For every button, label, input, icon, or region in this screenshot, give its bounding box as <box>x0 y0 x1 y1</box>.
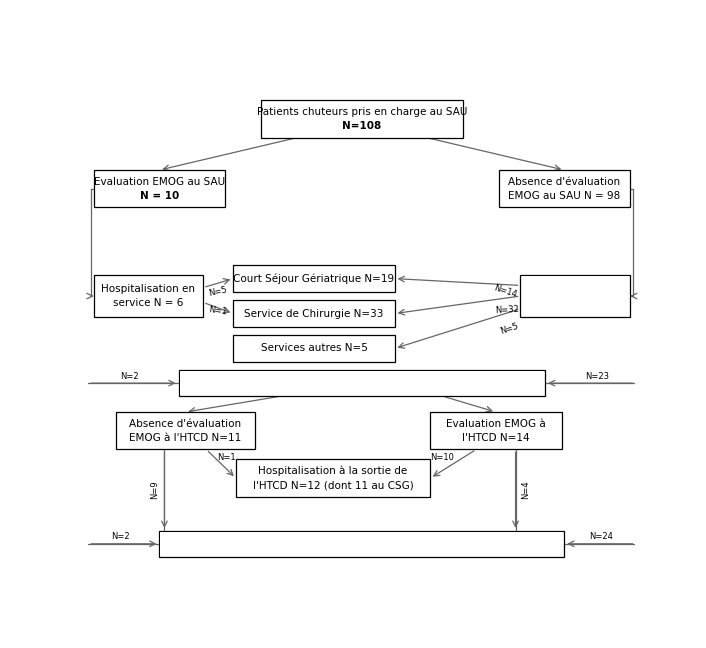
Text: N=39: N=39 <box>361 538 396 549</box>
Text: N=108: N=108 <box>342 121 381 131</box>
Text: N=32: N=32 <box>495 305 519 315</box>
Text: Hospitalisation en: Hospitalisation en <box>528 284 622 294</box>
Text: N=5: N=5 <box>498 321 519 336</box>
FancyBboxPatch shape <box>430 412 561 450</box>
Text: EMOG au SAU N = 98: EMOG au SAU N = 98 <box>508 191 621 201</box>
Text: HTCD: HTCD <box>328 378 361 388</box>
Text: RAD N=39: RAD N=39 <box>333 538 391 549</box>
Text: Services autres N=5: Services autres N=5 <box>261 343 367 353</box>
Text: N=23: N=23 <box>585 372 609 381</box>
Text: N=5: N=5 <box>208 285 228 297</box>
Text: Service de Chirurgie N=33: Service de Chirurgie N=33 <box>244 308 383 319</box>
FancyBboxPatch shape <box>236 459 430 497</box>
Text: N = 51: N = 51 <box>528 298 622 308</box>
FancyBboxPatch shape <box>520 275 630 318</box>
Text: Evaluation EMOG à: Evaluation EMOG à <box>446 419 546 429</box>
Text: N=1: N=1 <box>217 453 236 462</box>
Text: service N = 51: service N = 51 <box>537 298 614 308</box>
Text: EMOG à l'HTCD N=11: EMOG à l'HTCD N=11 <box>129 433 241 443</box>
FancyBboxPatch shape <box>179 371 544 395</box>
Text: Hospitalisation en: Hospitalisation en <box>102 284 196 294</box>
Text: N=2: N=2 <box>111 532 129 541</box>
FancyBboxPatch shape <box>94 170 225 207</box>
FancyBboxPatch shape <box>179 370 545 396</box>
FancyBboxPatch shape <box>233 300 395 327</box>
Text: l'HTCD N=14: l'HTCD N=14 <box>462 433 530 443</box>
Text: Absence d'évaluation: Absence d'évaluation <box>508 177 621 187</box>
Text: N = 10: N = 10 <box>140 191 179 201</box>
FancyBboxPatch shape <box>94 275 203 318</box>
Text: N=24: N=24 <box>590 532 614 541</box>
Text: N=10: N=10 <box>431 453 454 462</box>
Text: N=1: N=1 <box>208 305 228 316</box>
FancyBboxPatch shape <box>116 412 255 450</box>
Text: RAD: RAD <box>335 538 361 549</box>
Text: Court Séjour Gériatrique N=19: Court Séjour Gériatrique N=19 <box>234 273 395 284</box>
Text: Hospitalisation à la sortie de: Hospitalisation à la sortie de <box>258 466 408 476</box>
Text: service N = 51: service N = 51 <box>537 298 614 308</box>
FancyBboxPatch shape <box>233 335 395 362</box>
Text: Patients chuteurs pris en charge au SAU: Patients chuteurs pris en charge au SAU <box>257 107 467 117</box>
FancyBboxPatch shape <box>522 276 629 316</box>
Text: N=14: N=14 <box>492 283 518 299</box>
Text: Hospitalisation en: Hospitalisation en <box>528 284 622 294</box>
Text: N=4: N=4 <box>521 481 530 500</box>
Text: N=9: N=9 <box>150 481 159 500</box>
Text: service N = 6: service N = 6 <box>113 298 184 308</box>
FancyBboxPatch shape <box>233 265 395 292</box>
FancyBboxPatch shape <box>261 100 463 137</box>
FancyBboxPatch shape <box>160 532 563 556</box>
Text: Evaluation EMOG au SAU: Evaluation EMOG au SAU <box>94 177 225 187</box>
Text: HTCD N= 25: HTCD N= 25 <box>327 378 397 388</box>
FancyBboxPatch shape <box>498 170 630 207</box>
Text: l'HTCD N=12 (dont 11 au CSG): l'HTCD N=12 (dont 11 au CSG) <box>253 480 414 490</box>
Text: N= 25: N= 25 <box>361 378 400 388</box>
FancyBboxPatch shape <box>160 531 564 557</box>
Text: N=2: N=2 <box>120 372 138 381</box>
Text: Absence d'évaluation: Absence d'évaluation <box>129 419 241 429</box>
